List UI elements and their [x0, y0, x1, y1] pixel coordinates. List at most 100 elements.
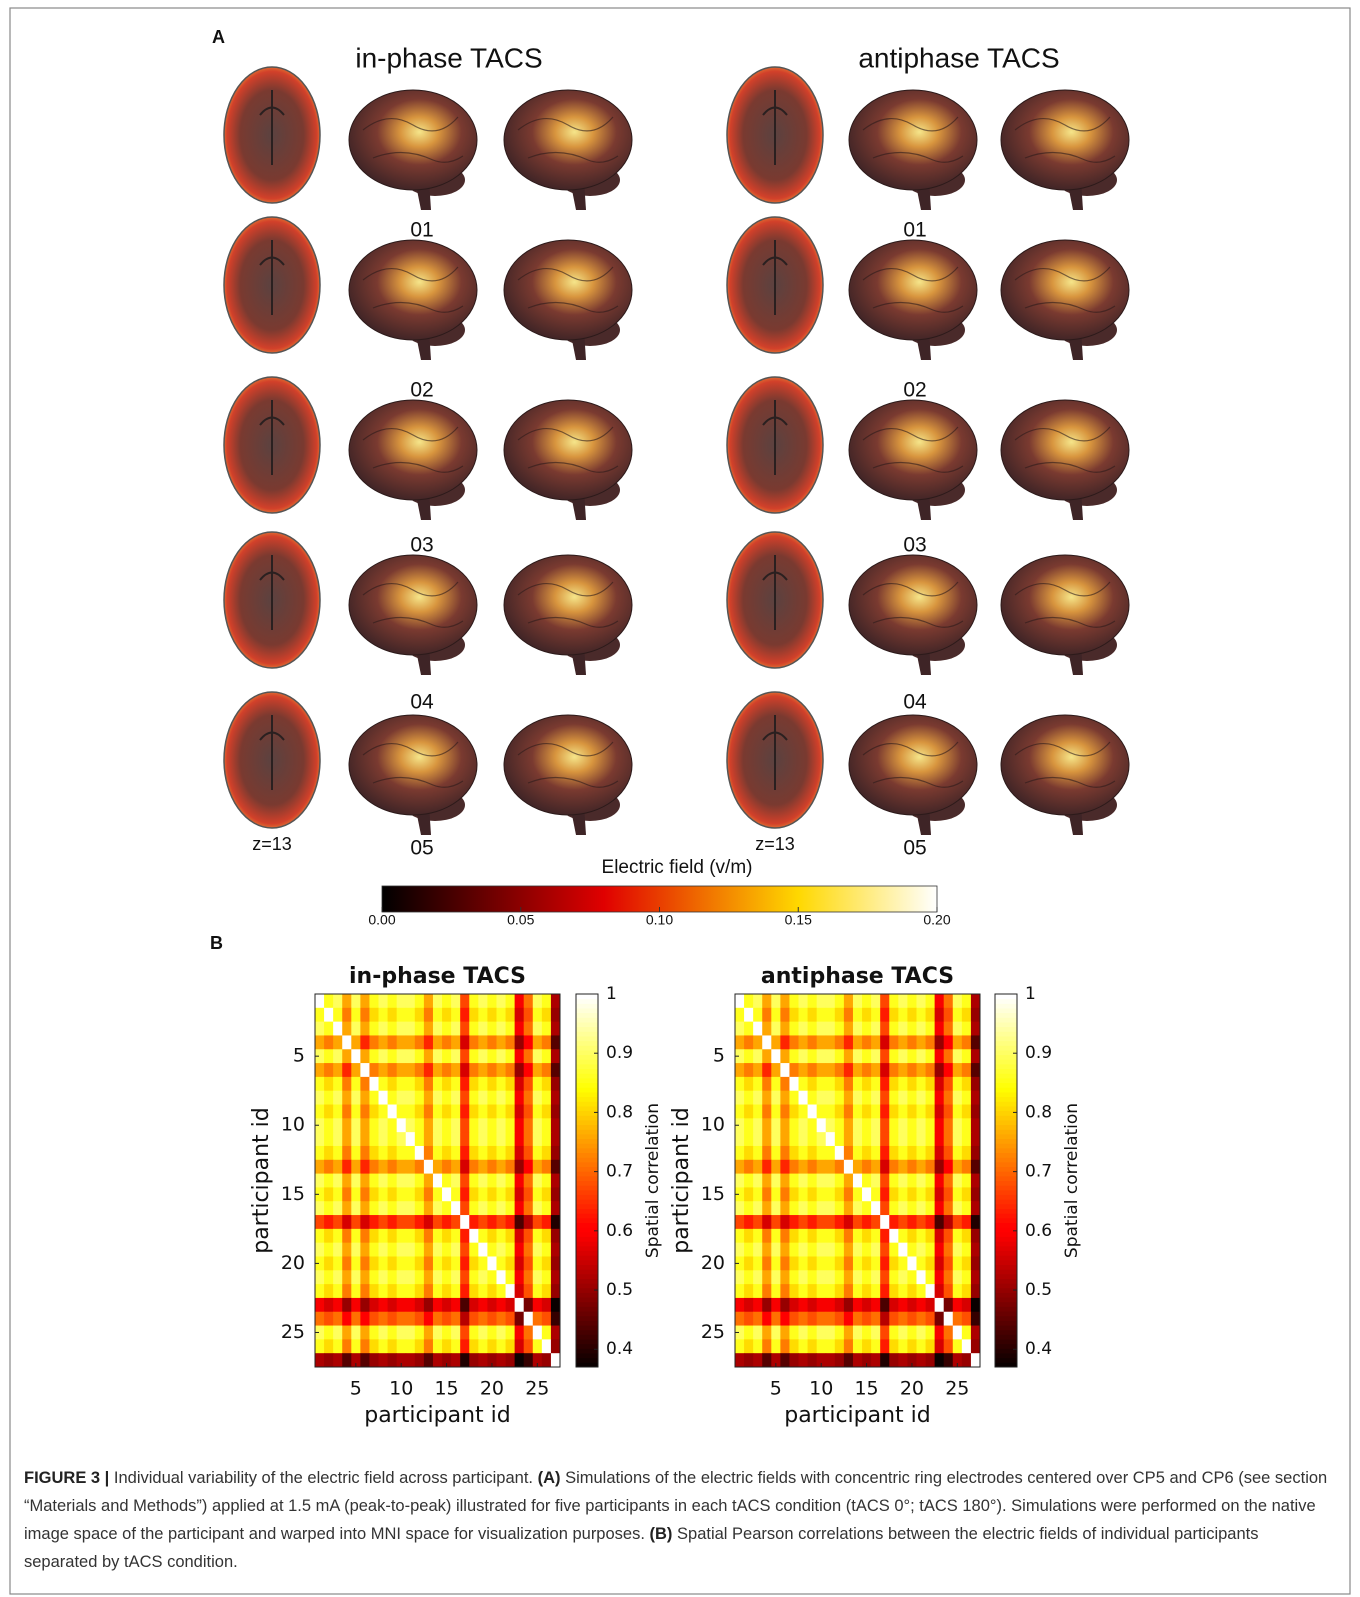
heatmap-cell: [944, 1049, 953, 1063]
heatmap-cell: [487, 1174, 496, 1188]
heatmap-cell: [424, 1118, 433, 1132]
heatmap-cell: [844, 1146, 853, 1160]
heatmap-cell: [953, 1091, 962, 1105]
brain-lateral: [1001, 240, 1129, 340]
heatmap-cell: [844, 1339, 853, 1353]
colorbar-step: [995, 1069, 1017, 1074]
heatmap-cell: [871, 1174, 880, 1188]
heatmap-cell: [826, 1049, 835, 1063]
heatmap-cell: [524, 1215, 533, 1229]
heatmap-cell: [898, 1091, 907, 1105]
heatmap-cell: [515, 1160, 524, 1174]
heatmap-cell: [898, 1215, 907, 1229]
heatmap-cell: [406, 1160, 415, 1174]
heatmap-cell: [542, 1132, 551, 1146]
colorbar-step: [995, 1353, 1017, 1358]
colorbar-step: [576, 1190, 598, 1195]
heatmap-cell: [962, 1270, 971, 1284]
heatmap-cell: [515, 1353, 524, 1367]
heatmap-cell: [506, 1063, 515, 1077]
heatmap-cell: [799, 1008, 808, 1022]
heatmap-cell: [826, 1215, 835, 1229]
heatmap-cell: [853, 1160, 862, 1174]
colorbar-step: [576, 1358, 598, 1363]
heatmap-cell: [780, 1105, 789, 1119]
heatmap-cell: [944, 1339, 953, 1353]
heatmap-cell: [478, 1187, 487, 1201]
heatmap-cell: [907, 1035, 916, 1049]
heatmap-cell: [826, 1146, 835, 1160]
heatmap-cell: [771, 1270, 780, 1284]
heatmap-cell: [753, 1353, 762, 1367]
heatmap-cell: [551, 1132, 560, 1146]
heatmap-cell: [880, 1049, 889, 1063]
heatmap-cell: [780, 1326, 789, 1340]
heatmap-cell: [817, 1312, 826, 1326]
heatmap-cell: [506, 1008, 515, 1022]
colorbar-tick-label: 0.6: [1025, 1221, 1052, 1241]
colorbar-step: [995, 1269, 1017, 1274]
y-tick-label: 20: [701, 1252, 725, 1274]
heatmap-cell: [971, 1270, 980, 1284]
colorbar-step: [995, 1292, 1017, 1297]
heatmap-cell: [744, 1174, 753, 1188]
heatmap-cell: [324, 1312, 333, 1326]
heatmap-cell: [826, 1105, 835, 1119]
heatmap-cell: [451, 1049, 460, 1063]
heatmap-cell: [935, 1201, 944, 1215]
heatmap-cell: [898, 1243, 907, 1257]
caption-text: (A): [538, 1469, 561, 1487]
heatmap-cell: [871, 994, 880, 1008]
heatmap-cell: [379, 1049, 388, 1063]
heatmap-cell: [962, 1326, 971, 1340]
colorbar-step: [995, 1134, 1017, 1139]
heatmap-cell: [315, 1091, 324, 1105]
heatmap-cell: [360, 1022, 369, 1036]
heatmap-cell: [415, 1160, 424, 1174]
heatmap-cell: [369, 1063, 378, 1077]
heatmap-cell: [469, 1187, 478, 1201]
heatmap-cell: [388, 1187, 397, 1201]
heatmap-cell: [469, 1160, 478, 1174]
heatmap-cell: [971, 1312, 980, 1326]
heatmap-cell: [506, 1160, 515, 1174]
heatmap-cell: [451, 1256, 460, 1270]
heatmap-cell: [916, 1243, 925, 1257]
heatmap-cell: [451, 1243, 460, 1257]
colorbar-step: [576, 994, 598, 999]
heatmap-cell: [324, 1339, 333, 1353]
brain-lateral: [504, 715, 632, 815]
heatmap-cell: [315, 1298, 324, 1312]
colorbar-step: [576, 1325, 598, 1330]
heatmap-cell: [460, 1105, 469, 1119]
heatmap-cell: [817, 1049, 826, 1063]
heatmap-cell: [862, 1284, 871, 1298]
heatmap-cell: [533, 1298, 542, 1312]
heatmap-cell: [324, 1049, 333, 1063]
caption-text: FIGURE 3 |: [24, 1469, 109, 1487]
heatmap-cell: [944, 1091, 953, 1105]
heatmap-cell: [524, 1312, 533, 1326]
heatmap-cell: [799, 1063, 808, 1077]
heatmap-cell: [397, 1132, 406, 1146]
heatmap-cell: [360, 1063, 369, 1077]
heatmap-cell: [826, 1035, 835, 1049]
heatmap-cell: [433, 1243, 442, 1257]
heatmap-cell: [324, 1091, 333, 1105]
heatmap-cell: [844, 1022, 853, 1036]
heatmap-cell: [808, 1063, 817, 1077]
colorbar-step: [995, 1204, 1017, 1209]
heatmap-cell: [524, 1174, 533, 1188]
heatmap-cell: [415, 1174, 424, 1188]
heatmap-cell: [469, 1312, 478, 1326]
heatmap-cell: [496, 1215, 505, 1229]
heatmap-cell: [907, 1326, 916, 1340]
heatmap-cell: [333, 1312, 342, 1326]
heatmap-cell: [379, 994, 388, 1008]
heatmap-cell: [415, 1049, 424, 1063]
heatmap-cell: [315, 1339, 324, 1353]
brain-lateral: [1001, 715, 1129, 815]
heatmap-cell: [753, 1339, 762, 1353]
heatmap-cell: [935, 1339, 944, 1353]
colorbar-tick-label: 0.10: [646, 912, 673, 928]
